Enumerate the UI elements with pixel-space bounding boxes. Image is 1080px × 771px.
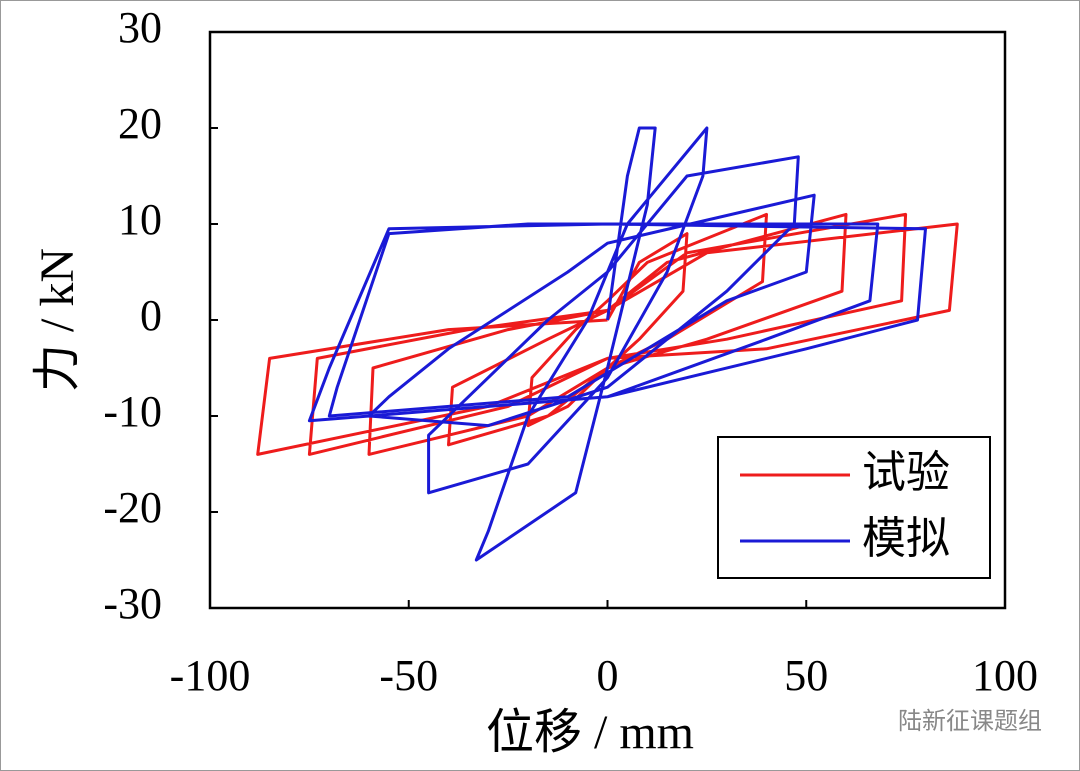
y-tick-label: -10: [103, 387, 162, 436]
y-tick-label: -20: [103, 483, 162, 532]
y-axis-label: 力 / kN: [31, 248, 84, 392]
legend-box: [717, 436, 991, 579]
plot-frame: [208, 30, 1007, 610]
x-tick-label: 100: [972, 651, 1038, 700]
y-tick-label: -30: [103, 579, 162, 628]
x-axis-label: 位移 / mm: [486, 706, 694, 759]
x-tick-label: -50: [379, 651, 438, 700]
y-tick-label: 30: [118, 3, 162, 52]
x-tick-label: -100: [170, 651, 251, 700]
x-tick-label: 0: [597, 651, 619, 700]
y-tick-label: 10: [118, 195, 162, 244]
series-line: [307, 126, 927, 562]
x-tick-label: 50: [784, 651, 828, 700]
y-tick-label: 0: [140, 291, 162, 340]
legend-label: 模拟: [862, 513, 950, 564]
watermark: 陆新征课题组: [898, 707, 1042, 735]
legend-label: 试验: [862, 447, 950, 498]
y-tick-label: 20: [118, 99, 162, 148]
